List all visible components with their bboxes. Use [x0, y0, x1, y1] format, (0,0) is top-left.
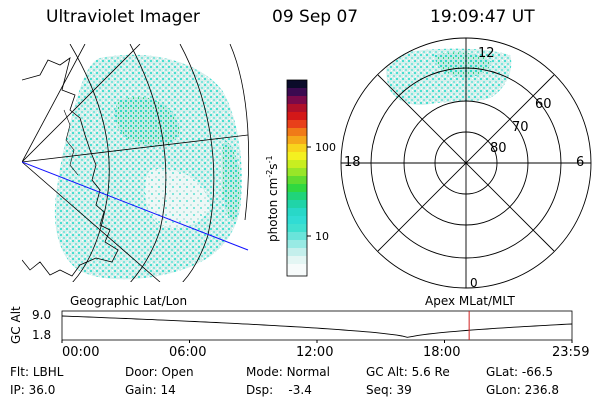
lat-label-60: 60 — [535, 97, 552, 112]
geo-caption: Geographic Lat/Lon — [70, 294, 188, 308]
mlt-label-right: 6 — [576, 155, 585, 170]
colorbar-label: photon cm-2s-1 — [265, 155, 280, 242]
glon-info: GLon: 236.8 — [486, 383, 559, 397]
dsp-info: Dsp: -3.4 — [246, 383, 312, 397]
x-tick-00: 00:00 — [62, 345, 100, 360]
x-axis-ticks — [61, 340, 573, 343]
colorbar-tick-10: 10 — [315, 230, 329, 243]
lat-label-80: 80 — [490, 141, 507, 156]
seq-info: Seq: 39 — [366, 383, 412, 397]
lat-label-70: 70 — [512, 120, 529, 135]
apex-caption: Apex MLat/MLT — [425, 294, 515, 308]
altitude-curve — [61, 315, 573, 338]
gc-alt-info: GC Alt: 5.6 Re — [366, 365, 450, 379]
instrument-title: Ultraviolet Imager — [46, 7, 200, 27]
filter-info: Flt: LBHL — [10, 365, 64, 379]
colorbar-tick-100: 100 — [315, 141, 336, 154]
mode-info: Mode: Normal — [246, 365, 330, 379]
altitude-plot — [61, 310, 573, 343]
mlt-label-left: 18 — [344, 155, 361, 170]
glat-info: GLat: -66.5 — [486, 365, 553, 379]
door-info: Door: Open — [125, 365, 194, 379]
mlt-label-top: 12 — [478, 46, 495, 61]
altitude-ytick-max: 9.0 — [32, 308, 52, 322]
mlt-label-bottom: 0 — [470, 276, 478, 290]
x-tick-2359: 23:59 — [552, 345, 590, 360]
gain-info: Gain: 14 — [125, 383, 176, 397]
colorbar — [286, 79, 311, 277]
polar-image — [340, 37, 592, 289]
x-tick-06: 06:00 — [169, 345, 207, 360]
altitude-ylabel: GC Alt — [9, 306, 23, 344]
x-tick-12: 12:00 — [296, 345, 334, 360]
ip-info: IP: 36.0 — [10, 383, 56, 397]
x-tick-18: 18:00 — [423, 345, 461, 360]
date-label: 09 Sep 07 — [272, 7, 359, 27]
time-label: 19:09:47 UT — [430, 7, 535, 27]
altitude-ytick-min: 1.8 — [32, 328, 52, 342]
